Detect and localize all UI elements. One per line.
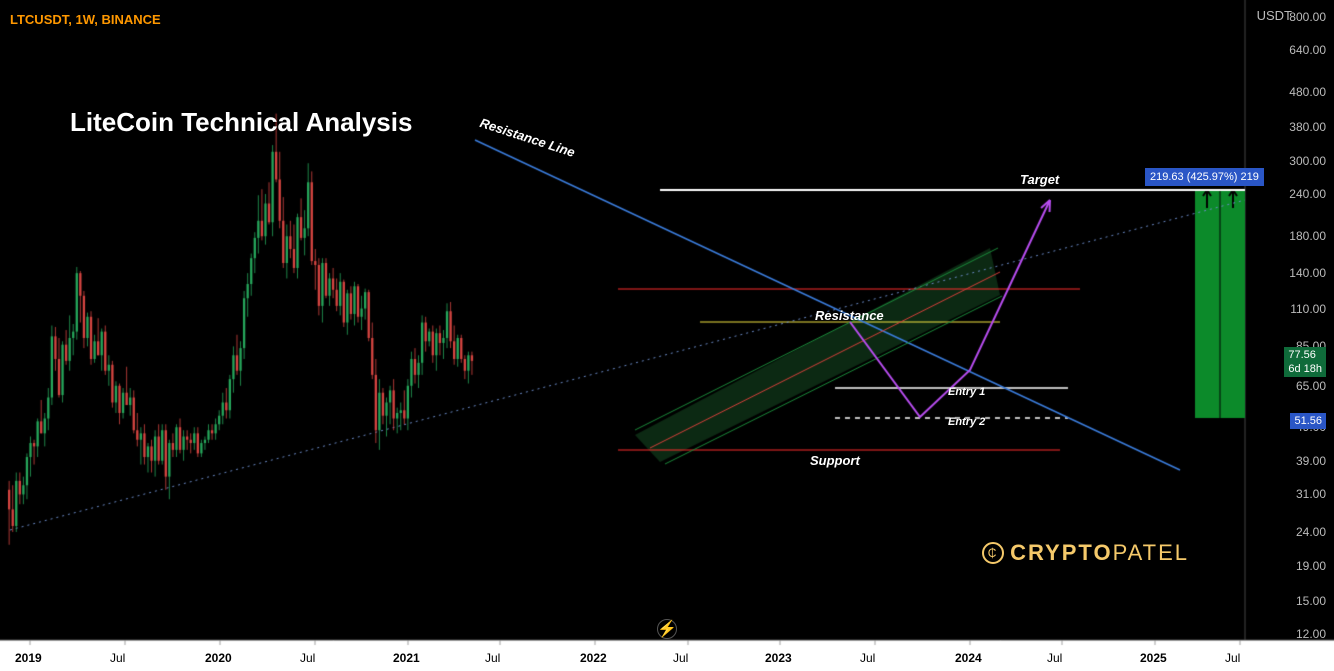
currency-label: USDT: [1257, 8, 1292, 23]
y-tick-label: 140.00: [1289, 266, 1326, 280]
x-tick-label: Jul: [110, 651, 125, 665]
annotation-entry2: Entry 2: [948, 416, 985, 428]
y-tick-label: 300.00: [1289, 154, 1326, 168]
annotation-support: Support: [810, 453, 860, 468]
y-tick-label: 380.00: [1289, 120, 1326, 134]
y-tick-label: 480.00: [1289, 85, 1326, 99]
y-tick-label: 800.00: [1289, 10, 1326, 24]
y-tick-label: 39.00: [1296, 454, 1326, 468]
x-tick-label: Jul: [300, 651, 315, 665]
x-tick-label: Jul: [860, 651, 875, 665]
logo-icon: ₵: [982, 542, 1004, 564]
annotation-resistance: Resistance: [815, 308, 884, 323]
annotation-target: Target: [1020, 172, 1059, 187]
flash-icon[interactable]: ⚡: [657, 619, 677, 639]
annotation-entry1: Entry 1: [948, 386, 985, 398]
y-tick-label: 240.00: [1289, 187, 1326, 201]
y-tick-label: 180.00: [1289, 229, 1326, 243]
ticker-label: LTCUSDT, 1W, BINANCE: [10, 12, 161, 27]
watermark-logo: ₵ CRYPTOPATEL: [982, 540, 1189, 566]
x-tick-label: 2025: [1140, 651, 1167, 665]
x-tick-label: 2023: [765, 651, 792, 665]
x-tick-label: Jul: [673, 651, 688, 665]
y-tick-label: 12.00: [1296, 627, 1326, 641]
x-tick-label: 2024: [955, 651, 982, 665]
y-tick-label: 31.00: [1296, 487, 1326, 501]
y-tick-label: 15.00: [1296, 594, 1326, 608]
y-tick-label: 65.00: [1296, 379, 1326, 393]
x-tick-label: 2021: [393, 651, 420, 665]
x-tick-label: Jul: [1225, 651, 1240, 665]
price-chart[interactable]: [0, 0, 1334, 671]
x-tick-label: 2019: [15, 651, 42, 665]
blue-marker: 51.56: [1290, 413, 1326, 429]
y-tick-label: 110.00: [1290, 302, 1326, 316]
y-tick-label: 24.00: [1296, 525, 1326, 539]
x-tick-label: Jul: [1047, 651, 1062, 665]
x-tick-label: 2020: [205, 651, 232, 665]
x-tick-label: Jul: [485, 651, 500, 665]
x-tick-label: 2022: [580, 651, 607, 665]
chart-title: LiteCoin Technical Analysis: [70, 107, 412, 138]
y-tick-label: 19.00: [1296, 559, 1326, 573]
price-marker: 77.566d 18h: [1284, 347, 1326, 377]
measure-box: 219.63 (425.97%) 219: [1145, 168, 1264, 186]
y-tick-label: 640.00: [1289, 43, 1326, 57]
